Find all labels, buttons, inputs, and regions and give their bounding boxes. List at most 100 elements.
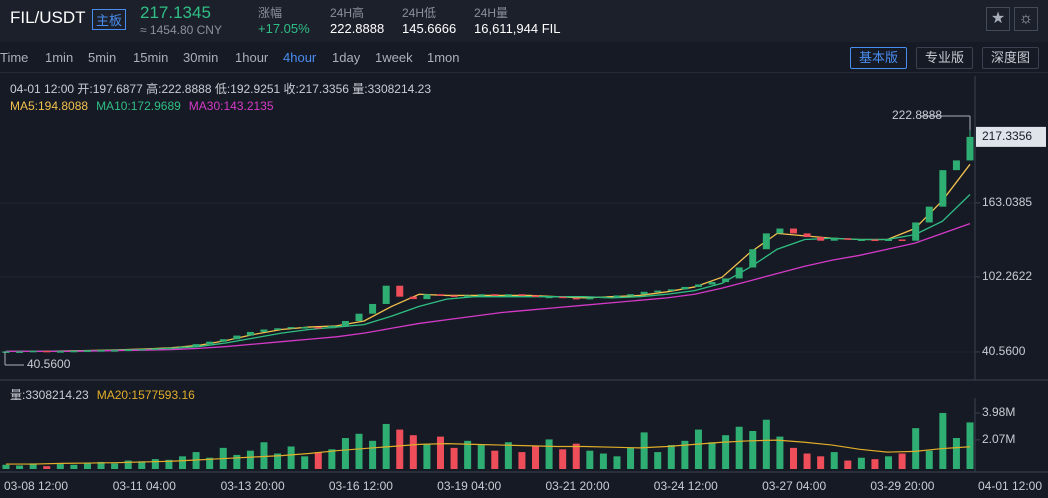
candle [260, 329, 268, 332]
volume-bar [409, 435, 417, 469]
volume-bar [803, 453, 811, 469]
volume-bar [925, 450, 933, 469]
stat-label: 涨幅 [258, 6, 283, 20]
volume-bar [355, 433, 363, 469]
candle [912, 222, 920, 241]
volume-bar [640, 432, 648, 469]
volume-bar [70, 464, 78, 469]
interval-tab[interactable]: 15min [133, 50, 169, 65]
x-tick-label: 03-19 04:00 [437, 479, 501, 493]
volume-bar [572, 443, 580, 469]
candle [504, 294, 512, 296]
volume-bar [97, 461, 105, 469]
y-tick-label: 2.07M [982, 432, 1015, 446]
candle [423, 294, 431, 300]
interval-tab[interactable]: 4hour [283, 50, 317, 65]
candle [518, 294, 526, 296]
volume-bar [491, 450, 499, 469]
volume-bar [206, 457, 214, 469]
volume-bar [613, 456, 621, 469]
volume-bar [599, 453, 607, 469]
interval-tab[interactable]: 1hour [235, 50, 269, 65]
candle [111, 350, 119, 352]
candle [314, 327, 322, 329]
volume-bar [124, 460, 132, 469]
volume-bar [518, 452, 526, 469]
candle [2, 351, 10, 353]
candle [708, 282, 716, 285]
volume-bar [694, 429, 702, 469]
ma-line [6, 163, 971, 353]
interval-tab[interactable]: 1day [332, 50, 361, 65]
view-button[interactable]: 基本版 [850, 47, 908, 69]
volume-bar [532, 446, 540, 469]
volume-bar [301, 456, 309, 469]
volume-bar [16, 465, 24, 469]
interval-tab[interactable]: 5min [88, 50, 117, 65]
view-button[interactable]: 专业版 [916, 47, 974, 69]
candle [450, 295, 458, 297]
candle [925, 206, 933, 223]
volume-bar [667, 445, 675, 469]
volume-bar [762, 419, 770, 469]
x-tick-label: 04-01 12:00 [978, 479, 1042, 493]
volume-bar [138, 461, 146, 469]
candle [885, 239, 893, 241]
candle [233, 335, 241, 340]
tag[interactable]: 主板 [92, 9, 127, 30]
volume-bar [708, 442, 716, 469]
interval-tab[interactable]: 30min [183, 50, 219, 65]
volume-bar [477, 445, 485, 469]
candle [599, 296, 607, 299]
volume-ma-line [6, 439, 971, 465]
candle [586, 297, 594, 300]
candle [477, 294, 485, 296]
candle [355, 313, 363, 321]
interval-tab[interactable]: 1week [375, 50, 413, 65]
volume-bar [898, 453, 906, 469]
candle [694, 284, 702, 287]
x-tick-label: 03-21 20:00 [545, 479, 609, 493]
candle [29, 350, 37, 353]
candle [572, 297, 580, 300]
y-tick-label: 3.98M [982, 405, 1015, 419]
candle [369, 303, 377, 314]
y-tick-label: 102.2622 [982, 269, 1032, 283]
toolbar: Time 1min 5min 15min 30min 1hour 4hour 1day 1wee… [0, 44, 1048, 73]
candle [952, 160, 960, 171]
candle [640, 291, 648, 295]
candle [681, 286, 689, 290]
interval-tab[interactable]: Time [0, 50, 29, 65]
candle [844, 238, 852, 240]
candle [898, 239, 906, 241]
volume-bar [722, 435, 730, 469]
volume-bar [844, 460, 852, 469]
volume-bar [885, 456, 893, 469]
volume-bar [83, 462, 91, 469]
star-button[interactable]: ★ [986, 7, 1010, 31]
interval-tab[interactable]: 1min [45, 50, 74, 65]
candle [83, 350, 91, 352]
volume-bar [817, 456, 825, 469]
candle [124, 349, 132, 352]
stat-value: 145.6666 [402, 21, 457, 36]
volume-bar [857, 457, 865, 469]
volume-bar [43, 466, 51, 469]
stat-label: 24H高 [330, 6, 365, 20]
candle [436, 294, 444, 296]
volume-bar [912, 428, 920, 469]
candle [192, 344, 200, 347]
candle [43, 350, 51, 353]
volume-bar [871, 459, 879, 469]
theme-button[interactable]: ☼ [1014, 7, 1038, 31]
stat-label: 24H量 [474, 6, 509, 20]
volume-label: 量:3308214.23 [10, 388, 89, 402]
candle [151, 348, 159, 350]
min-marker: 40.5600 [27, 357, 71, 371]
volume-bar [328, 449, 336, 469]
price-tag-label: 217.3356 [982, 129, 1032, 143]
candle [762, 233, 770, 250]
interval-tab[interactable]: 1mon [427, 50, 460, 65]
candle [559, 296, 567, 299]
view-button[interactable]: 深度图 [982, 47, 1040, 69]
